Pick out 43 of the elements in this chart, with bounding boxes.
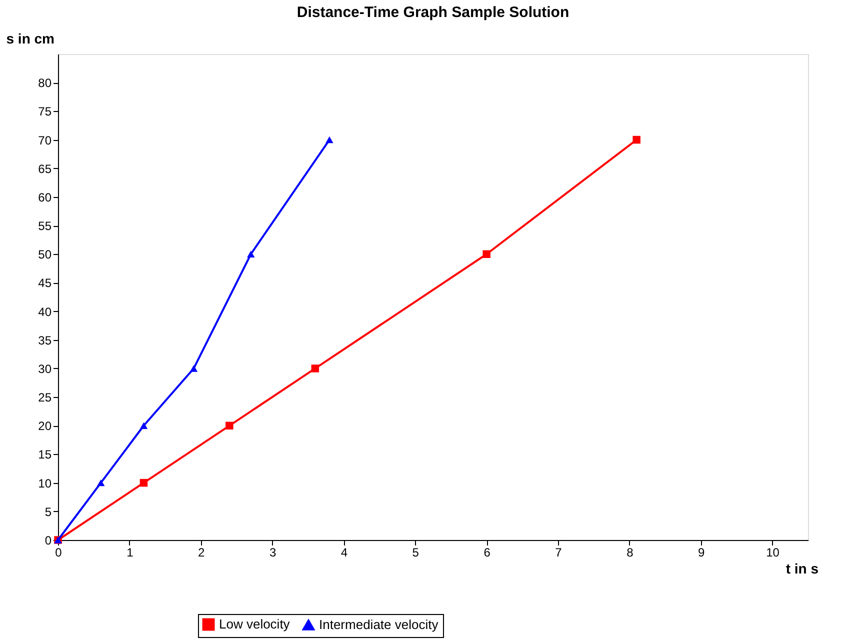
- point: [190, 365, 198, 372]
- y-tick-label: 45: [38, 276, 52, 290]
- point: [140, 478, 148, 487]
- point: [140, 422, 148, 429]
- point: [226, 422, 234, 430]
- point: [96, 479, 105, 486]
- x-tick-label: 5: [412, 546, 420, 560]
- y-tick-label: 60: [38, 190, 52, 204]
- y-tick-label: 55: [38, 219, 52, 234]
- point: [246, 250, 255, 258]
- y-tick-label: 10: [38, 476, 52, 490]
- x-tick-label: 0: [55, 546, 62, 560]
- point: [326, 136, 334, 144]
- x-tick-label: 7: [555, 546, 562, 560]
- y-tick-label: 80: [38, 76, 52, 90]
- x-tick-label: 6: [484, 546, 491, 560]
- y-tick-label: 70: [38, 133, 52, 148]
- y-tick-label: 35: [38, 333, 52, 348]
- y-tick-label: 40: [38, 304, 52, 319]
- point: [311, 364, 320, 372]
- x-tick-label: 9: [698, 546, 706, 560]
- y-tick-label: 65: [38, 162, 52, 176]
- y-tick-label: 0: [44, 534, 52, 548]
- x-axis-title: t in s: [786, 560, 819, 576]
- x-tick-label: 2: [198, 546, 206, 560]
- x-tick-label: 4: [340, 546, 348, 560]
- y-tick-label: 75: [38, 104, 52, 119]
- y-tick-label: 30: [38, 362, 52, 376]
- legend-label: Intermediate velocity: [319, 616, 439, 632]
- y-tick-label: 50: [38, 248, 52, 262]
- y-tick-label: 25: [38, 390, 52, 405]
- legend-label: Low velocity: [219, 616, 290, 632]
- x-tick-label: 8: [626, 546, 634, 560]
- point: [482, 250, 490, 258]
- y-tick-label: 20: [38, 419, 52, 434]
- point: [632, 136, 640, 144]
- x-tick-label: 1: [126, 546, 134, 560]
- x-tick-label: 10: [766, 546, 780, 560]
- y-tick-label: 5: [44, 504, 52, 519]
- x-tick-label: 3: [269, 546, 276, 560]
- y-axis-title: s in cm: [6, 30, 54, 46]
- chart-title: Distance-Time Graph Sample Solution: [296, 4, 570, 21]
- y-tick-label: 15: [38, 448, 52, 462]
